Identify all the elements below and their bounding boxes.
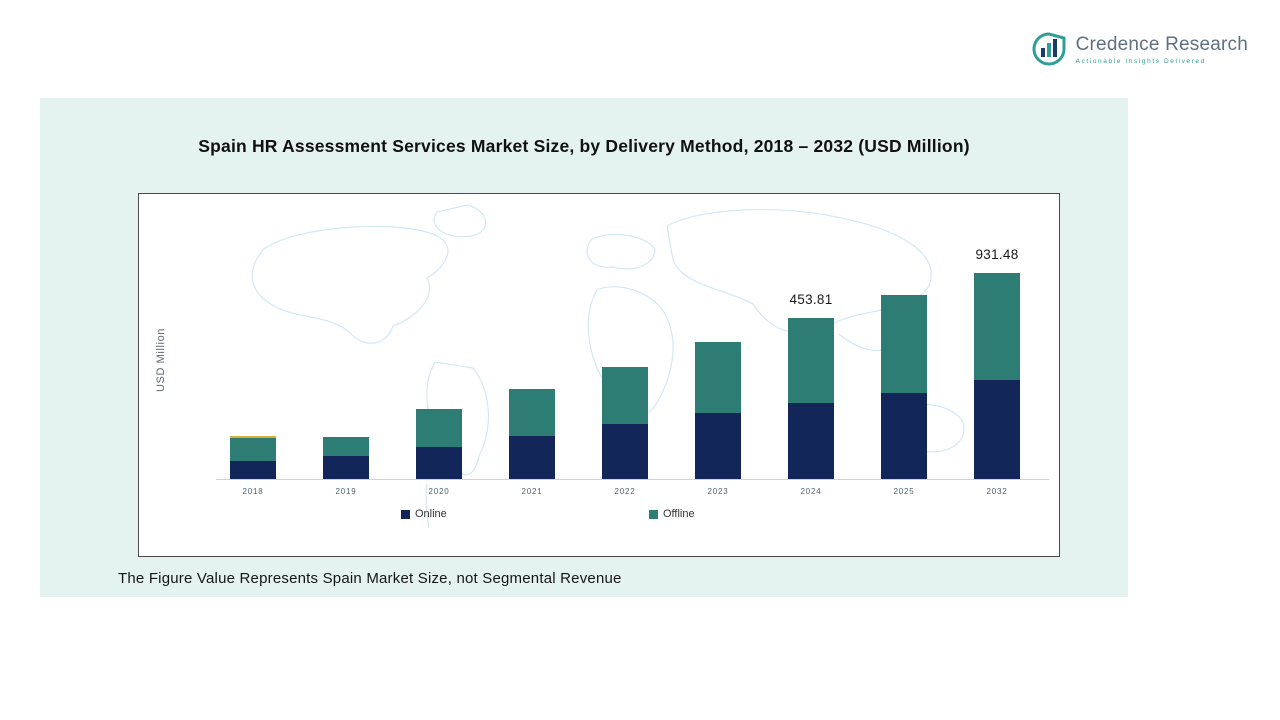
- bar-segment-offline: [788, 318, 834, 403]
- bar-segment-online: [881, 393, 927, 479]
- bar-segment-offline: [323, 437, 369, 456]
- legend-label: Online: [415, 508, 447, 520]
- bar-segment-online: [788, 403, 834, 479]
- logo: Credence Research Actionable Insights De…: [1030, 30, 1248, 68]
- bar-segment-offline: [230, 438, 276, 461]
- legend-item: Offline: [649, 508, 695, 520]
- logo-tagline: Actionable Insights Delivered: [1075, 57, 1206, 65]
- bar-segment-offline: [974, 273, 1020, 380]
- data-label: 931.48: [975, 247, 1019, 262]
- data-label: 453.81: [789, 292, 833, 307]
- x-axis-tick-label: 2025: [893, 487, 915, 496]
- bar-segment-offline: [416, 409, 462, 447]
- bar-accent-cap: [230, 436, 276, 438]
- bar-segment-offline: [509, 389, 555, 436]
- legend-label: Offline: [663, 508, 695, 520]
- logo-text: Credence Research Actionable Insights De…: [1076, 34, 1248, 65]
- chart-title: Spain HR Assessment Services Market Size…: [198, 136, 970, 156]
- bar-segment-offline: [695, 342, 741, 413]
- logo-icon: [1032, 32, 1066, 66]
- x-axis-tick-label: 2020: [428, 487, 450, 496]
- x-axis-line: [216, 479, 1049, 480]
- bar-segment-online: [323, 456, 369, 479]
- bar-segment-online: [695, 413, 741, 479]
- x-axis-tick-label: 2023: [707, 487, 729, 496]
- legend-item: Online: [401, 508, 447, 520]
- legend-swatch: [401, 509, 410, 519]
- bar-segment-online: [974, 380, 1020, 479]
- x-axis-tick-label: 2024: [800, 487, 822, 496]
- bar-segment-online: [509, 436, 555, 479]
- y-axis-label: USD Million: [155, 327, 167, 393]
- bar-segment-online: [602, 424, 648, 479]
- bar-segment-online: [416, 447, 462, 479]
- logo-name: Credence Research: [1075, 33, 1248, 55]
- chart-panel: Spain HR Assessment Services Market Size…: [40, 98, 1128, 597]
- x-axis-tick-label: 2032: [986, 487, 1008, 496]
- x-axis-tick-label: 2021: [521, 487, 543, 496]
- x-axis-tick-label: 2018: [242, 487, 264, 496]
- bar-segment-online: [230, 461, 276, 479]
- x-axis-tick-label: 2022: [614, 487, 636, 496]
- bar-segment-offline: [602, 367, 648, 424]
- footnote: The Figure Value Represents Spain Market…: [118, 570, 622, 587]
- bar-segment-offline: [881, 295, 927, 393]
- legend-swatch: [649, 509, 658, 519]
- x-axis-tick-label: 2019: [335, 487, 357, 496]
- plot-area: USD Million 2018 2019 2020 2021 2022 2023 2024…: [138, 193, 1060, 557]
